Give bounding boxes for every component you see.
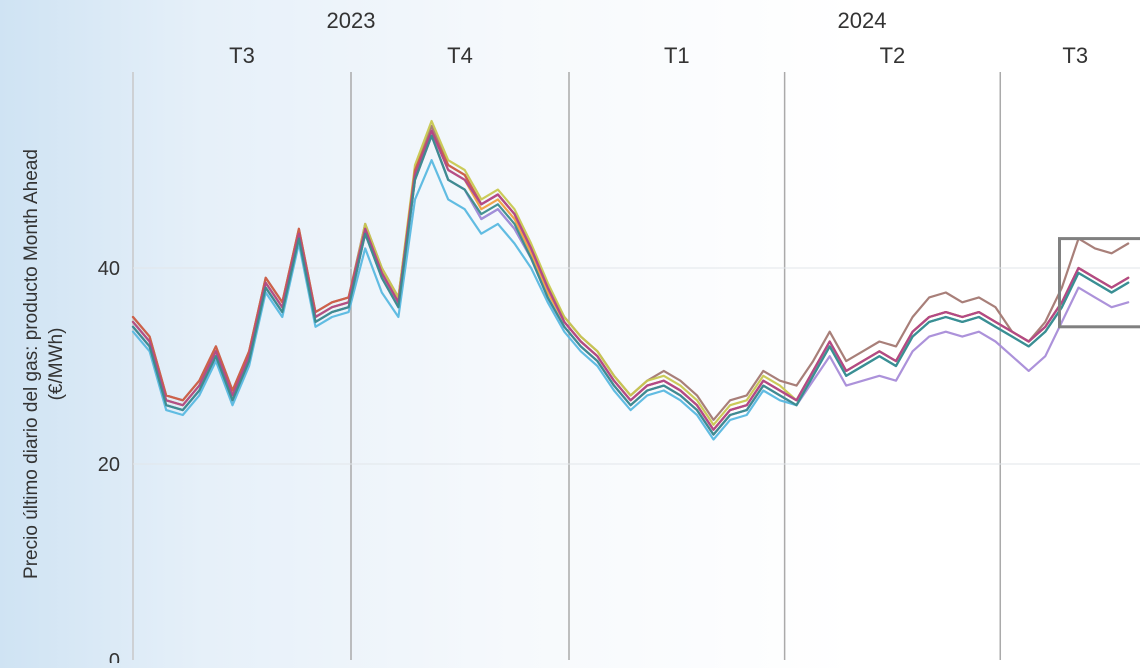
quarter-label: T4	[447, 43, 473, 68]
y-tick-label: 20	[98, 454, 120, 476]
quarter-separators	[133, 72, 1000, 660]
series-line	[133, 136, 1128, 435]
axis-labels: T3 T4 T1 T2 T3 2023 2024 0 20 40	[98, 8, 1088, 663]
series-line	[133, 136, 1128, 435]
series-line	[133, 126, 1128, 420]
quarter-label: T2	[880, 43, 906, 68]
quarter-label: T1	[664, 43, 690, 68]
series-line	[133, 136, 1128, 435]
y-axis-title: Precio último diario del gas: producto M…	[21, 149, 42, 579]
series-lines	[133, 121, 1128, 440]
series-line	[133, 131, 1128, 430]
series-line	[133, 131, 1128, 430]
y-tick-label: 40	[98, 258, 120, 280]
series-line	[133, 121, 1128, 425]
year-label: 2024	[838, 8, 887, 33]
year-label: 2023	[327, 8, 376, 33]
y-axis-unit: (€/MWh)	[46, 328, 67, 401]
quarter-label: T3	[1062, 43, 1088, 68]
quarter-label: T3	[229, 43, 255, 68]
y-tick-label: 0	[109, 650, 120, 663]
series-line	[133, 131, 1128, 430]
